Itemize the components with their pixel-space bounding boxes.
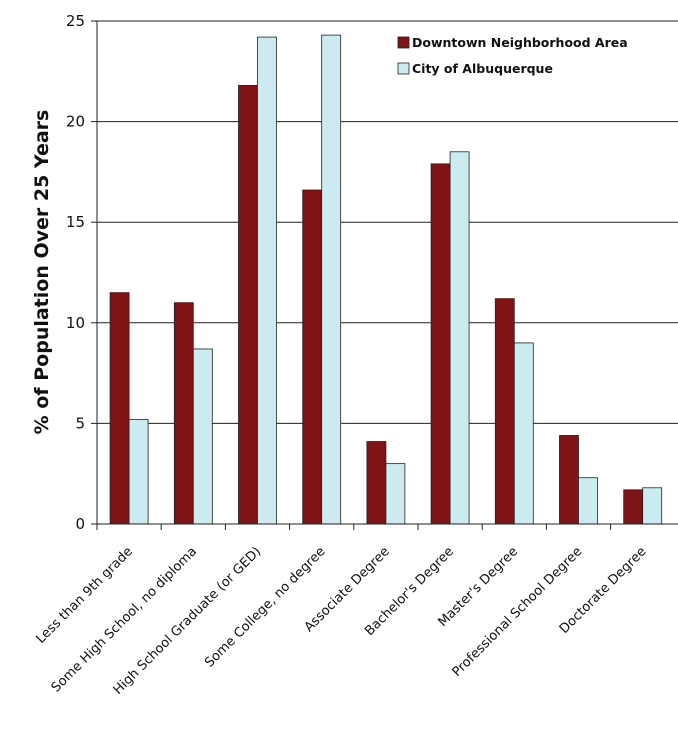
bars [109, 34, 663, 525]
bar-albuquerque [642, 487, 663, 525]
grid [97, 20, 678, 424]
y-tick-label: 5 [75, 414, 85, 432]
y-axis-label: % of Population Over 25 Years [31, 110, 53, 435]
bar-downtown [238, 84, 258, 525]
bar-albuquerque [513, 342, 534, 525]
bar-albuquerque [385, 463, 406, 525]
bar-downtown [623, 489, 644, 525]
bar-downtown [430, 163, 451, 525]
y-tick-label: 15 [66, 213, 85, 231]
bar-downtown [302, 189, 323, 525]
legend-label: City of Albuquerque [412, 61, 553, 76]
bar-albuquerque [449, 151, 470, 525]
legend-swatch [397, 36, 410, 49]
x-tick-label: Some College, no degree [202, 544, 328, 670]
bar-albuquerque [128, 418, 149, 525]
bar-albuquerque [257, 36, 277, 525]
bar-downtown [559, 435, 579, 525]
legend: Downtown Neighborhood Area City of Albuqu… [397, 35, 628, 76]
bar-downtown [494, 298, 515, 525]
y-tick-label: 10 [66, 314, 85, 332]
y-tick-label: 20 [66, 113, 85, 131]
bar-downtown [366, 441, 387, 525]
legend-swatch [397, 62, 410, 75]
bar-albuquerque [578, 477, 598, 525]
y-tick-label: 0 [75, 515, 85, 533]
x-tick-label: Professional School Degree [450, 544, 586, 680]
legend-label: Downtown Neighborhood Area [412, 35, 628, 50]
y-tick-label: 25 [66, 12, 85, 30]
bar-downtown [109, 292, 130, 525]
bar-albuquerque [321, 34, 342, 525]
bar-downtown [173, 302, 194, 525]
bar-albuquerque [192, 348, 213, 525]
